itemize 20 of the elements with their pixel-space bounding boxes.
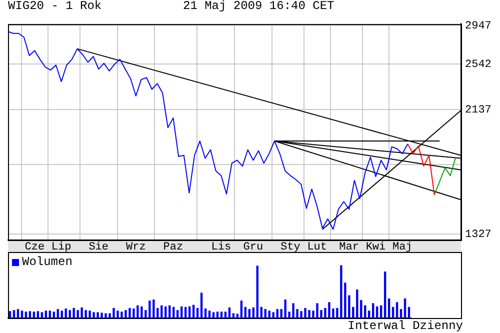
chart-subtitle: 21 Maj 2009 16:40 CET — [183, 0, 334, 13]
x-tick-label: Mar — [339, 242, 359, 254]
y-tick-label: 2542 — [465, 59, 492, 72]
x-tick-label: Maj — [392, 242, 412, 254]
text: Interwal Dzienny — [348, 319, 463, 333]
x-tick-label: Sty — [280, 242, 301, 254]
chart-title: WIG20 - 1 Rok — [8, 0, 102, 13]
x-tick-label: Cze — [24, 242, 45, 254]
x-tick-label: Wrz — [126, 242, 146, 254]
x-tick-label: Sie — [88, 242, 109, 254]
y-tick-label: 1327 — [465, 229, 492, 242]
y-tick-label: 2137 — [465, 104, 492, 117]
y-tick-label: 2947 — [465, 20, 492, 32]
x-tick-label: Lut — [307, 242, 328, 254]
x-tick-label: Paz — [163, 242, 184, 254]
x-tick-label: Lis — [211, 242, 232, 254]
x-tick-label: Lip — [51, 242, 72, 254]
legend-label: Wolumen — [22, 255, 72, 269]
x-tick-label: Kwi — [366, 242, 386, 254]
x-tick-label: Gru — [243, 242, 264, 254]
